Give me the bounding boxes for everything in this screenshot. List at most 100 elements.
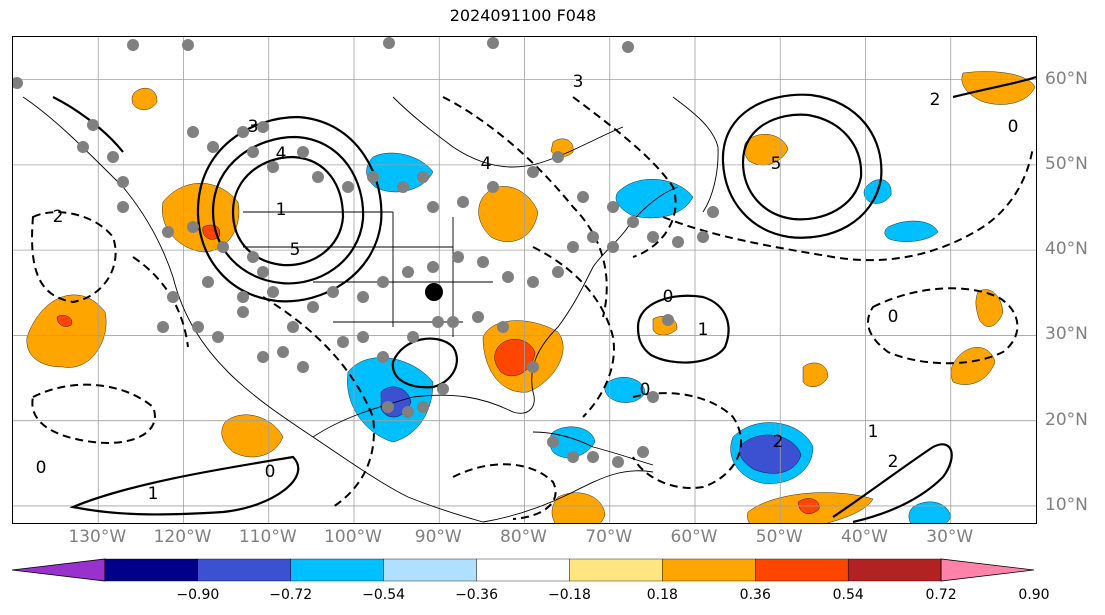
- station-marker: [452, 251, 464, 263]
- station-marker: [77, 141, 89, 153]
- lon-tick-label: 90°W: [414, 527, 462, 547]
- station-marker: [547, 436, 559, 448]
- station-marker: [187, 126, 199, 138]
- station-marker: [417, 171, 429, 183]
- contour-label: 0: [640, 380, 651, 400]
- station-marker: [497, 321, 509, 333]
- station-marker: [402, 266, 414, 278]
- station-marker: [407, 331, 419, 343]
- contour-label: 5: [290, 240, 301, 260]
- coastline-segment: [243, 211, 493, 337]
- station-marker: [377, 276, 389, 288]
- colorbar-cell: [569, 558, 663, 582]
- lat-tick-label: 60°N: [1045, 68, 1088, 89]
- station-marker: [162, 226, 174, 238]
- contour-label: 0: [663, 287, 674, 307]
- graticule: [13, 37, 1036, 523]
- station-marker: [527, 361, 539, 373]
- contour-label: 2: [773, 432, 784, 452]
- anomaly-region: [551, 492, 606, 523]
- positive-contour: [721, 93, 883, 239]
- coastline-segment: [392, 96, 624, 168]
- station-marker: [127, 39, 139, 51]
- colorbar-tick-label: 0.18: [646, 587, 678, 603]
- lon-tick-label: 50°W: [755, 527, 803, 547]
- station-marker: [567, 241, 579, 253]
- colorbar-cell: [290, 558, 384, 582]
- anomaly-region: [961, 71, 1036, 105]
- contour-label: 0: [888, 307, 899, 327]
- station-marker: [312, 171, 324, 183]
- station-marker: [117, 201, 129, 213]
- station-marker: [357, 331, 369, 343]
- station-marker: [662, 314, 674, 326]
- station-marker: [587, 451, 599, 463]
- station-marker: [552, 151, 564, 163]
- station-marker: [487, 181, 499, 193]
- station-marker: [377, 351, 389, 363]
- lon-tick-label: 100°W: [324, 527, 382, 547]
- contour-label: 2: [930, 90, 941, 110]
- negative-contour: [867, 287, 1019, 365]
- anomaly-region: [950, 347, 996, 385]
- anomaly-region: [494, 339, 536, 377]
- contour-label: 2: [53, 207, 64, 227]
- station-marker: [297, 361, 309, 373]
- colorbar-cell: [383, 558, 477, 582]
- station-marker: [247, 146, 259, 158]
- station-marker: [237, 306, 249, 318]
- lon-tick-label: 70°W: [585, 527, 633, 547]
- station-marker: [397, 181, 409, 193]
- contour-label: 4: [481, 154, 492, 174]
- negative-contour: [31, 383, 156, 444]
- station-marker: [247, 251, 259, 263]
- lat-tick-label: 40°N: [1045, 239, 1088, 260]
- station-marker: [13, 77, 23, 89]
- lat-tick-label: 50°N: [1045, 153, 1088, 174]
- anomaly-region: [802, 362, 829, 387]
- station-marker: [307, 301, 319, 313]
- colorbar-extend-high: [940, 558, 1035, 582]
- station-marker: [217, 241, 229, 253]
- plot-title: 2024091100 F048: [449, 6, 597, 25]
- negative-contour: [532, 246, 615, 418]
- colorbar-tick-label: −0.72: [269, 587, 313, 603]
- station-markers: [13, 37, 719, 468]
- station-marker: [637, 446, 649, 458]
- positive-contour: [832, 443, 953, 523]
- station-marker: [447, 316, 459, 328]
- station-marker: [257, 121, 269, 133]
- station-marker: [417, 401, 429, 413]
- colorbar-cell: [662, 558, 756, 582]
- station-marker: [432, 316, 444, 328]
- lat-tick-label: 10°N: [1045, 494, 1088, 515]
- contour-label: 1: [698, 320, 709, 340]
- colorbar-tick-label: 0.36: [739, 587, 771, 603]
- negative-contour: [572, 96, 677, 258]
- station-marker: [87, 119, 99, 131]
- colorbar-tick-label: 0.72: [925, 587, 957, 603]
- station-marker: [477, 256, 489, 268]
- coastline-segment: [312, 391, 535, 438]
- colorbar-cell: [476, 558, 570, 582]
- contour-label: 0: [265, 462, 276, 482]
- station-marker: [327, 286, 339, 298]
- contour-label: 1: [148, 484, 159, 504]
- contour-label: 5: [771, 154, 782, 174]
- lon-tick-label: 130°W: [68, 527, 127, 547]
- contour-label: 1: [868, 422, 879, 442]
- station-marker: [577, 191, 589, 203]
- lat-tick-label: 30°N: [1045, 324, 1088, 345]
- station-marker: [427, 201, 439, 213]
- contour-lines: [31, 75, 1036, 523]
- lat-tick-label: 20°N: [1045, 409, 1088, 430]
- station-marker: [647, 231, 659, 243]
- anomaly-region: [615, 179, 694, 219]
- station-marker: [502, 271, 514, 283]
- negative-contour: [632, 392, 743, 489]
- lon-tick-label: 40°W: [841, 527, 888, 547]
- coastline-segment: [531, 186, 679, 393]
